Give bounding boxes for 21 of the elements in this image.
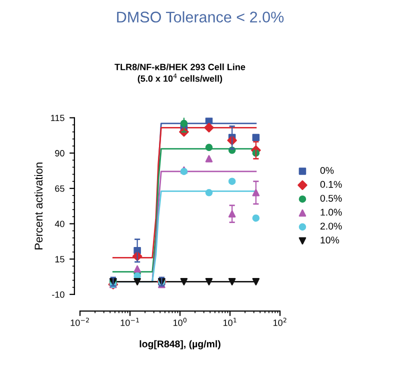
y-tick-label: -10 (52, 291, 64, 298)
y-tick-label: 65 (55, 185, 64, 192)
legend-label: 0.5% (320, 194, 342, 202)
x-tick-label: 10$^{1}$ (223, 318, 236, 326)
x-tick-label: 10$^{2}$ (273, 318, 286, 326)
x-axis-title: log[R848], (µg/ml) (140, 340, 220, 350)
y-tick-label: 115 (51, 114, 64, 122)
y-tick-label: 90 (55, 150, 64, 156)
legend-label: 10% (320, 236, 340, 244)
chart-subtitle: TLR8/NF-κB/HEK 293 Cell Line (5.0 x 10$^{4}$ cells/well) (114, 64, 246, 84)
y-tick-label: 40 (54, 220, 64, 228)
x-tick-label: 10$^{−2}$ (70, 318, 89, 326)
legend-label: 0.1% (320, 180, 342, 188)
x-tick-label: 10$^{0}$ (173, 318, 187, 326)
legend-label: 2.0% (320, 222, 342, 230)
legend-label: 1.0% (320, 208, 342, 216)
x-tick-label: 10$^{−1}$ (120, 318, 139, 326)
chart-title: DMSO Tolerance < 2.0% (117, 11, 284, 22)
y-tick-label: 15 (55, 256, 64, 262)
legend-label: 0% (320, 166, 334, 174)
y-axis-title: Percent activation (34, 162, 43, 250)
